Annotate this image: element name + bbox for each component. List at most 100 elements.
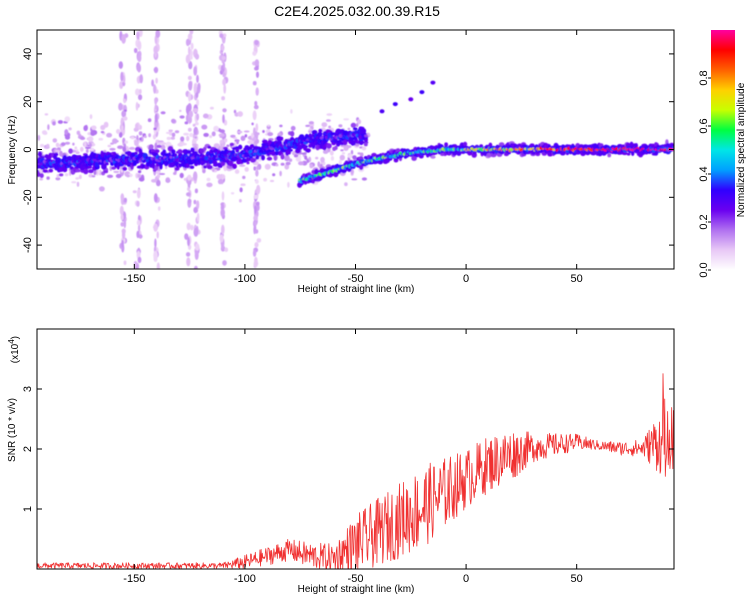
heatmap-cell xyxy=(40,155,45,159)
heatmap-cell xyxy=(111,166,117,170)
heatmap-cell xyxy=(196,99,200,107)
heatmap-cell xyxy=(220,208,225,217)
heatmap-cell xyxy=(91,125,97,130)
heatmap-cell xyxy=(136,188,141,199)
heatmap-cell xyxy=(279,170,282,177)
heatmap-cell xyxy=(128,146,136,150)
heatmap-cell xyxy=(170,136,175,140)
heatmap-cell xyxy=(264,163,271,170)
heatmap-cell xyxy=(194,265,198,269)
heatmap-cell xyxy=(626,152,631,156)
heatmap-cell xyxy=(39,173,44,179)
heatmap-cell xyxy=(153,84,157,94)
heatmap-cell xyxy=(148,133,152,138)
heatmap-cell xyxy=(298,161,304,166)
heatmap-cell xyxy=(153,223,158,232)
heatmap-cell xyxy=(62,167,68,173)
heatmap-cell xyxy=(136,230,140,239)
heatmap-cell xyxy=(109,165,113,171)
heatmap-cell xyxy=(136,31,140,40)
heatmap-cell xyxy=(298,154,302,160)
heatmap-cell xyxy=(216,174,223,180)
heatmap-cell xyxy=(285,161,291,166)
heatmap-cell xyxy=(256,238,262,243)
heatmap-cell xyxy=(304,155,308,160)
heatmap-cell xyxy=(287,181,290,188)
heatmap-cell xyxy=(233,109,237,114)
heatmap-cell xyxy=(138,94,143,101)
heatmap-cell xyxy=(153,250,158,260)
heatmap-cell xyxy=(219,139,224,144)
figure-title: C2E4.2025.032.00.39.R15 xyxy=(274,3,440,19)
heatmap-cell xyxy=(137,256,142,264)
heatmap-cell xyxy=(174,167,180,171)
heatmap-cell xyxy=(57,120,64,124)
heatmap-cell xyxy=(193,66,198,76)
heatmap-cell xyxy=(193,227,199,237)
heatmap-cell xyxy=(169,155,173,159)
heatmap-cell xyxy=(123,98,127,104)
heatmap-cell xyxy=(187,187,190,191)
heatmap-cell xyxy=(219,135,223,138)
heatmap-cell xyxy=(222,108,227,113)
heatmap-cell xyxy=(315,156,319,160)
heatmap-cell xyxy=(135,123,139,130)
heatmap-cell xyxy=(136,219,141,226)
heatmap-cell xyxy=(72,142,75,146)
heatmap-cell xyxy=(221,224,225,235)
spectrogram-panel: -150 -100 -50 0 50 -40 -20 0 20 40 Height of stra… xyxy=(7,29,675,295)
heatmap-cell xyxy=(64,135,71,140)
heatmap-cell xyxy=(89,147,95,152)
heatmap-cell xyxy=(89,114,93,119)
heatmap-cell xyxy=(183,177,187,181)
heatmap-cell xyxy=(179,115,185,119)
spectrogram-xtick-label: -50 xyxy=(348,273,364,285)
heatmap-cell xyxy=(125,146,129,151)
heatmap-cell xyxy=(411,155,417,161)
heatmap-cell xyxy=(347,127,351,131)
heatmap-cell xyxy=(83,125,88,132)
heatmap-cell xyxy=(194,122,199,126)
spectrogram-xtick-label: -150 xyxy=(123,273,145,285)
heatmap-cell xyxy=(166,136,171,141)
heatmap-cell xyxy=(88,169,94,174)
heatmap-cell xyxy=(357,152,361,155)
heatmap-cell xyxy=(335,128,342,134)
heatmap-cell xyxy=(311,130,318,135)
heatmap-cell xyxy=(320,156,325,163)
heatmap-cell xyxy=(120,214,124,221)
heatmap-cell xyxy=(232,163,237,170)
heatmap-cell xyxy=(200,161,206,165)
heatmap-cell xyxy=(103,170,109,174)
heatmap-cell xyxy=(222,72,226,78)
heatmap-cell xyxy=(185,252,191,257)
heatmap-cell xyxy=(134,140,139,147)
heatmap-cell xyxy=(194,188,198,194)
heatmap-cell xyxy=(151,79,155,87)
heatmap-cell xyxy=(93,170,97,176)
heatmap-cell xyxy=(301,152,307,155)
heatmap-cell xyxy=(263,177,267,182)
heatmap-cell xyxy=(226,144,230,148)
heatmap-cell xyxy=(288,148,293,152)
colorbar-tick-label: 0.8 xyxy=(698,70,710,85)
heatmap-cell xyxy=(444,142,448,147)
heatmap-cells xyxy=(37,30,674,269)
snr-ytick-label: 1 xyxy=(22,506,34,512)
colorbar-ticks: 0.0 0.2 0.4 0.6 0.8 xyxy=(698,70,711,278)
heatmap-cell xyxy=(634,143,638,149)
heatmap-cell xyxy=(275,163,279,167)
heatmap-cell xyxy=(75,169,81,173)
heatmap-cell xyxy=(64,141,71,145)
heatmap-cell xyxy=(194,53,200,60)
heatmap-cell xyxy=(100,124,106,131)
heatmap-cell xyxy=(288,158,293,162)
heatmap-cell xyxy=(76,130,81,135)
heatmap-cell xyxy=(64,129,69,135)
heatmap-cell xyxy=(71,181,77,184)
heatmap-cell xyxy=(47,124,50,131)
heatmap-cell xyxy=(350,140,356,146)
snr-ylabel: SNR (10 * v/v) xyxy=(7,398,18,462)
heatmap-cell xyxy=(135,101,139,111)
heatmap-cell xyxy=(100,131,105,134)
